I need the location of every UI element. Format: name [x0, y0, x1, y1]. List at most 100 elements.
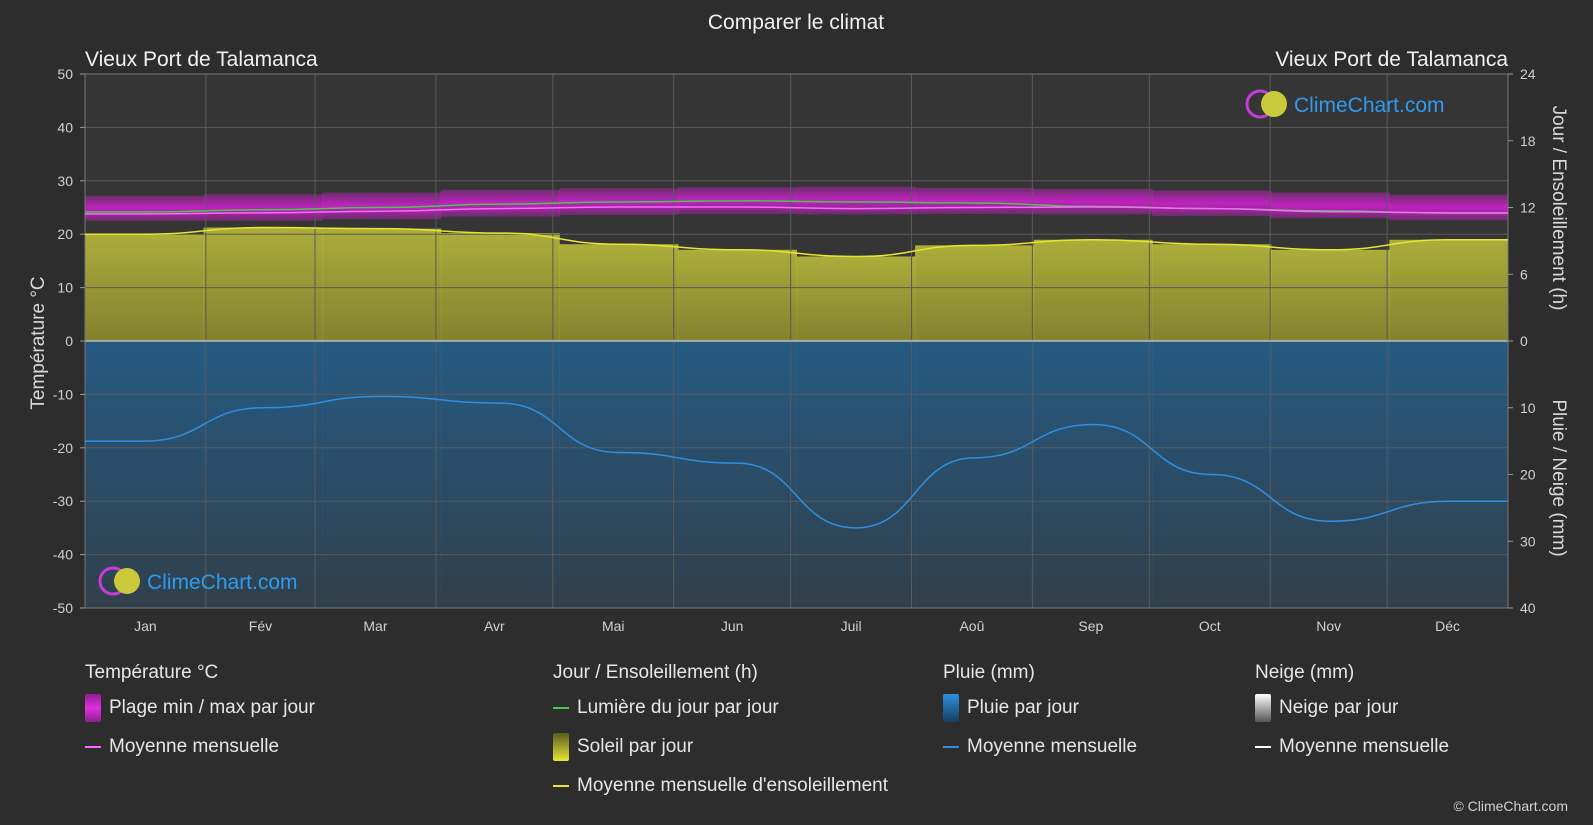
- legend-rain: Pluie (mm) Pluie par jour Moyenne mensue…: [943, 662, 1137, 766]
- temp-range-bar: [1152, 190, 1272, 217]
- y2-tick-label: 18: [1520, 133, 1536, 149]
- x-tick-label: Juil: [841, 618, 862, 634]
- location-left: Vieux Port de Talamanca: [85, 48, 318, 71]
- rain-bar: [677, 341, 797, 608]
- legend-snow: Neige (mm) Neige par jour Moyenne mensue…: [1255, 662, 1449, 766]
- sunshine-bar: [559, 244, 679, 341]
- sunshine-bar: [915, 245, 1035, 341]
- rain-bar: [322, 341, 442, 608]
- legend-label: Moyenne mensuelle: [109, 735, 280, 757]
- y-tick-label: -30: [53, 493, 73, 509]
- sunshine-bar: [1152, 244, 1272, 341]
- range-swatch: [85, 693, 101, 722]
- temp-range-bar: [1270, 192, 1390, 219]
- y2-tick-label: 12: [1520, 200, 1536, 216]
- y-tick-label: -40: [53, 547, 73, 563]
- chart-title: Comparer le climat: [708, 11, 884, 34]
- legend: Température °C Plage min / max par jour …: [0, 662, 1593, 822]
- rain-mean-line: [84, 395, 1508, 529]
- y-tick-label: 20: [57, 226, 73, 242]
- legend-label: Lumière du jour par jour: [577, 696, 779, 718]
- legend-label: Neige par jour: [1279, 696, 1399, 718]
- legend-sun: Jour / Ensoleillement (h) Lumière du jou…: [553, 662, 888, 805]
- y-tick-label: 30: [57, 173, 73, 189]
- rain-bar: [559, 341, 679, 608]
- logo-top: ClimeChart.com: [1245, 89, 1445, 119]
- copyright: © ClimeChart.com: [1453, 798, 1568, 814]
- x-tick-label: Fév: [249, 618, 272, 634]
- sunshine-bar: [1270, 249, 1390, 341]
- x-tick-label: Avr: [484, 618, 505, 634]
- y2-tick-label: 0: [1520, 333, 1528, 349]
- rain-bar: [1033, 341, 1153, 608]
- y3-tick-label: 40: [1520, 600, 1536, 616]
- line-swatch: [553, 784, 569, 787]
- y2-tick-label: 24: [1520, 66, 1536, 82]
- x-tick-label: Mai: [602, 618, 625, 634]
- legend-item: Pluie par jour: [943, 688, 1137, 727]
- y-axis-left-label: Température °C: [28, 276, 49, 409]
- rain-bar: [796, 341, 916, 608]
- x-tick-label: Sep: [1078, 618, 1103, 634]
- sunshine-bar: [1033, 239, 1153, 341]
- legend-item: Lumière du jour par jour: [553, 688, 888, 727]
- x-tick-label: Jan: [134, 618, 157, 634]
- x-tick-label: Nov: [1316, 618, 1341, 634]
- line-swatch: [85, 745, 101, 748]
- logo-text: ClimeChart.com: [147, 571, 298, 594]
- climate-chart: Comparer le climat Vieux Port de Talaman…: [28, 11, 1569, 634]
- temp-range-bar: [85, 195, 205, 221]
- y-tick-label: -20: [53, 440, 73, 456]
- x-tick-label: Jun: [721, 618, 744, 634]
- legend-item: Soleil par jour: [553, 727, 888, 766]
- legend-label: Soleil par jour: [577, 735, 694, 757]
- legend-temperature: Température °C Plage min / max par jour …: [85, 662, 315, 766]
- y3-tick-label: 10: [1520, 400, 1536, 416]
- logo-globe-icon: [114, 568, 140, 594]
- y3-tick-label: 30: [1520, 533, 1536, 549]
- plot-area: 50 40 30 20 10 0 -10 -20 -30 -40 -50 24 18 12 6 0 10 20 30…: [53, 66, 1536, 634]
- line-swatch: [553, 706, 569, 709]
- legend-item: Moyenne mensuelle d'ensoleillement: [553, 766, 888, 805]
- logo-bottom: ClimeChart.com: [98, 566, 298, 596]
- legend-label: Moyenne mensuelle: [1279, 735, 1450, 757]
- legend-label: Plage min / max par jour: [109, 696, 315, 718]
- sunshine-bar: [203, 227, 323, 341]
- temp-range-bar: [796, 186, 916, 215]
- y3-tick-label: 20: [1520, 467, 1536, 483]
- legend-title: Température °C: [85, 662, 219, 683]
- y-axis-right-top-label: Jour / Ensoleillement (h): [1548, 106, 1569, 311]
- legend-label: Moyenne mensuelle d'ensoleillement: [577, 774, 888, 796]
- sunshine-bar: [796, 256, 916, 341]
- y-tick-label: 10: [57, 280, 73, 296]
- rain-bar: [1270, 341, 1390, 608]
- line-swatch: [1255, 745, 1271, 748]
- temp-range-bar: [1033, 188, 1153, 215]
- temp-mean-line: [85, 206, 1508, 215]
- rain-bar: [440, 341, 560, 608]
- legend-title: Neige (mm): [1255, 662, 1355, 683]
- sunshine-mean-line: [85, 226, 1508, 258]
- legend-title: Pluie (mm): [943, 662, 1035, 683]
- temp-range-bar: [1389, 194, 1509, 221]
- line-swatch: [943, 745, 959, 748]
- y-tick-label: -50: [53, 600, 73, 616]
- x-tick-label: Oct: [1199, 618, 1221, 634]
- y-tick-label: -10: [53, 386, 73, 402]
- legend-item: Plage min / max par jour: [85, 688, 315, 727]
- legend-item: Neige par jour: [1255, 688, 1449, 727]
- y-tick-label: 0: [65, 333, 73, 349]
- rain-bar: [1389, 341, 1509, 608]
- rain-bar: [203, 341, 323, 608]
- y-tick-label: 50: [57, 66, 73, 82]
- temp-range-bar: [203, 194, 323, 221]
- y-tick-label: 40: [57, 119, 73, 135]
- logo-globe-icon: [1261, 91, 1287, 117]
- legend-item: Moyenne mensuelle: [943, 727, 1137, 766]
- snow-swatch: [1255, 693, 1271, 722]
- y-axis-right-bottom-label: Pluie / Neige (mm): [1548, 399, 1569, 556]
- location-right: Vieux Port de Talamanca: [1275, 48, 1508, 71]
- legend-item: Moyenne mensuelle: [85, 727, 315, 766]
- sun-swatch: [553, 732, 569, 761]
- sunshine-bar: [677, 249, 797, 341]
